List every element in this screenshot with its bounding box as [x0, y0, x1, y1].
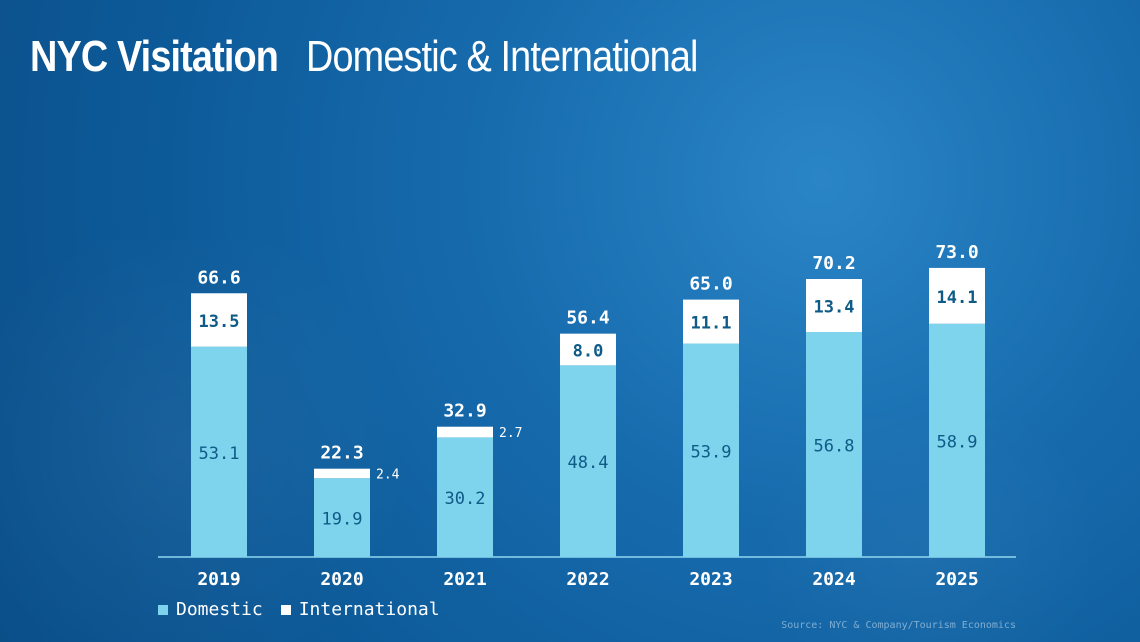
x-tick-label-2024: 2024 [812, 569, 856, 590]
legend-domestic-swatch [158, 604, 168, 615]
bar-international-2019 [191, 293, 247, 347]
x-tick-label-2022: 2022 [566, 569, 609, 590]
label-total-2022: 56.4 [566, 308, 610, 329]
label-domestic-2025: 58.9 [937, 432, 978, 452]
chart-heading: NYC Visitation Domestic & International [30, 18, 762, 82]
bar-domestic-2020 [314, 478, 370, 557]
label-international-2019: 13.5 [199, 312, 240, 332]
bar-domestic-2019 [191, 346, 247, 557]
bar-international-2022 [560, 333, 616, 366]
label-international-2023: 11.1 [691, 314, 732, 334]
bar-domestic-2024 [806, 332, 862, 557]
legend-domestic-label: Domestic [176, 599, 263, 620]
x-tick-label-2019: 2019 [197, 569, 240, 590]
label-international-2024: 13.4 [814, 298, 855, 318]
label-total-2025: 73.0 [935, 242, 978, 263]
chart-legend: Domestic International [158, 599, 440, 620]
label-domestic-2023: 53.9 [691, 442, 732, 462]
x-tick-label-2021: 2021 [443, 569, 486, 590]
label-domestic-2020: 19.9 [322, 510, 363, 530]
bar-international-2021 [437, 426, 493, 438]
label-domestic-2022: 48.4 [568, 453, 609, 473]
label-domestic-2021: 30.2 [445, 489, 486, 509]
x-tick-label-2025: 2025 [935, 569, 978, 590]
chart-title: NYC Visitation [30, 32, 279, 81]
bar-international-2020 [314, 468, 370, 479]
chart-subtitle: Domestic & International [306, 32, 698, 81]
legend-domestic: Domestic [158, 599, 263, 620]
label-international-2020: 2.4 [376, 467, 400, 482]
bar-domestic-2022 [560, 365, 616, 557]
label-total-2023: 65.0 [689, 274, 732, 295]
x-tick-label-2020: 2020 [320, 569, 363, 590]
label-total-2020: 22.3 [320, 443, 363, 464]
label-international-2021: 2.7 [499, 426, 522, 441]
legend-international: International [280, 599, 440, 620]
label-international-2025: 14.1 [937, 288, 978, 308]
label-domestic-2019: 53.1 [199, 444, 240, 464]
chart-source: Source: NYC & Company/Tourism Economics [781, 620, 1016, 631]
bar-domestic-2025 [929, 323, 985, 557]
bar-domestic-2021 [437, 437, 493, 557]
label-domestic-2024: 56.8 [814, 437, 855, 457]
legend-international-label: International [298, 599, 440, 620]
bar-international-2023 [683, 299, 739, 344]
bar-international-2025 [929, 267, 985, 324]
label-total-2019: 66.6 [197, 267, 240, 288]
x-tick-label-2023: 2023 [689, 569, 732, 590]
bar-international-2024 [806, 279, 862, 333]
legend-international-swatch [280, 604, 291, 615]
label-international-2022: 8.0 [573, 341, 604, 361]
label-total-2024: 70.2 [812, 253, 855, 274]
label-total-2021: 32.9 [443, 401, 486, 422]
bar-domestic-2023 [683, 343, 739, 557]
